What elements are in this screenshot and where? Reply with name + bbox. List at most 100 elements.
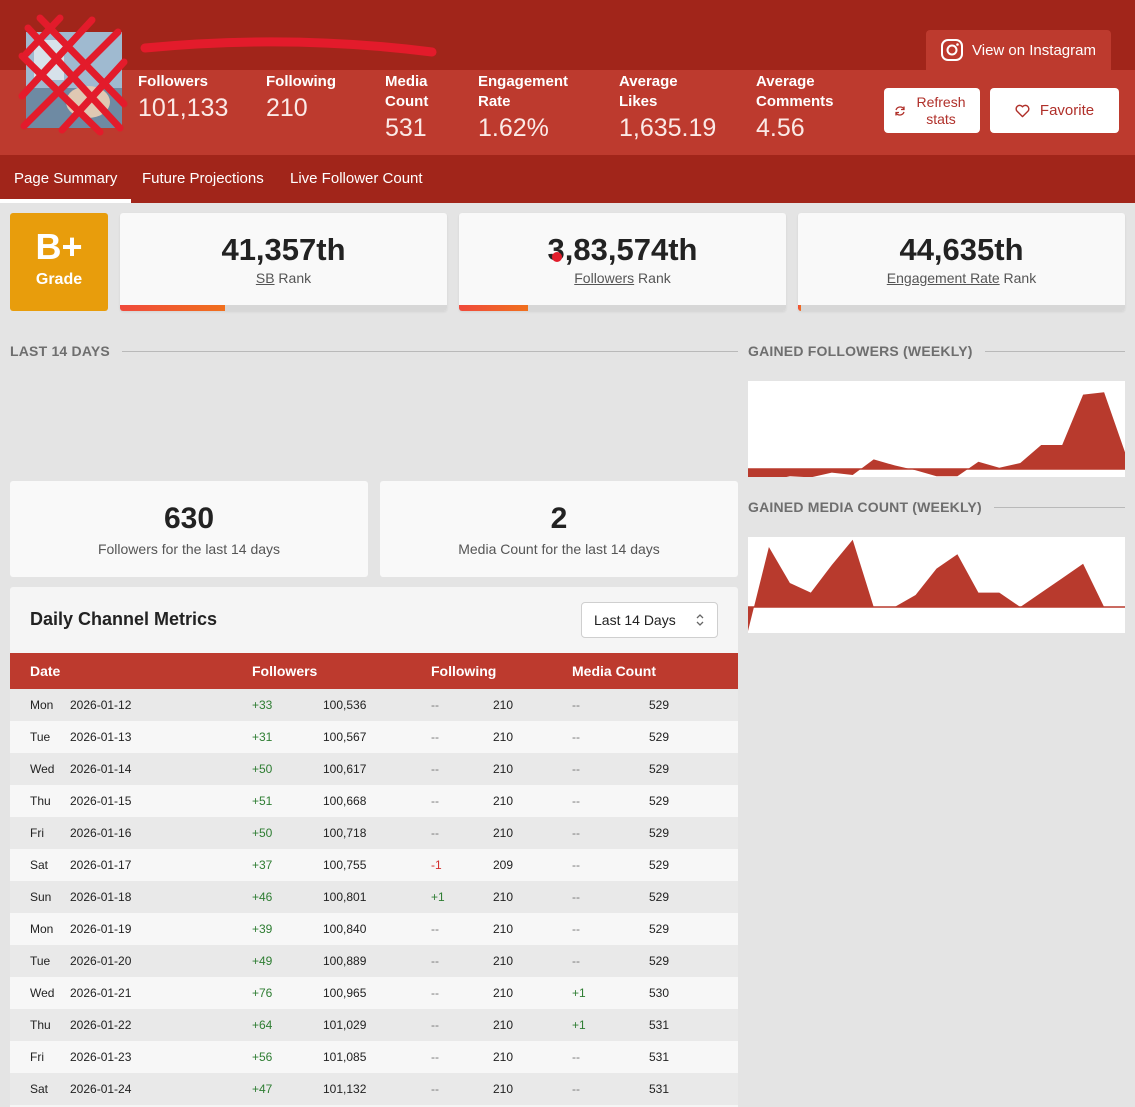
favorite-button[interactable]: Favorite xyxy=(990,88,1119,133)
gained-media-chart xyxy=(748,537,1125,633)
cell-following: 210 xyxy=(493,954,514,968)
cell-media-count: 530 xyxy=(649,986,670,1000)
table-row: Thu 2026-01-15 +51 100,668 -- 210 -- 529 xyxy=(10,785,738,817)
cell-media-delta: -- xyxy=(572,794,580,808)
rank-progress-fill xyxy=(120,305,225,311)
section-title-text: LAST 14 DAYS xyxy=(10,343,110,359)
cell-following-delta: -- xyxy=(431,698,439,712)
stat-label: Media Count xyxy=(385,73,429,110)
table-row: Wed 2026-01-14 +50 100,617 -- 210 -- 529 xyxy=(10,753,738,785)
cell-following-delta: -- xyxy=(431,986,439,1000)
cell-day: Tue xyxy=(30,954,51,968)
cell-date: 2026-01-13 xyxy=(70,730,132,744)
instagram-icon xyxy=(941,39,963,61)
stat-label: Following xyxy=(266,73,336,90)
cell-date: 2026-01-14 xyxy=(70,762,132,776)
summary-card-followers: 630 Followers for the last 14 days xyxy=(10,481,368,577)
cell-followers: 100,840 xyxy=(323,922,367,936)
table-title: Daily Channel Metrics xyxy=(30,609,218,629)
cell-date: 2026-01-23 xyxy=(70,1050,132,1064)
rank-label-link[interactable]: SB xyxy=(255,270,275,286)
table-row: Tue 2026-01-20 +49 100,889 -- 210 -- 529 xyxy=(10,945,738,977)
refresh-stats-label: Refresh stats xyxy=(916,93,966,127)
cell-following-delta: -- xyxy=(431,794,439,808)
cell-day: Thu xyxy=(30,794,51,808)
cell-followers: 100,668 xyxy=(323,794,367,808)
cell-media-delta: -- xyxy=(572,1050,580,1064)
section-divider xyxy=(993,506,1125,508)
cell-media-count: 529 xyxy=(649,730,670,744)
cell-media-count: 529 xyxy=(649,826,670,840)
cell-date: 2026-01-16 xyxy=(70,826,132,840)
cell-day: Fri xyxy=(30,826,44,840)
cell-media-delta: +1 xyxy=(572,1018,586,1032)
cell-date: 2026-01-18 xyxy=(70,890,132,904)
cell-media-count: 531 xyxy=(649,1050,670,1064)
cell-following-delta: -- xyxy=(431,730,439,744)
view-on-instagram-button[interactable]: View on Instagram xyxy=(926,30,1111,70)
stat-label: Engagement Rate xyxy=(478,73,569,110)
chart-area-series xyxy=(748,539,1125,631)
cell-following: 210 xyxy=(493,1018,514,1032)
cell-followers-delta: +46 xyxy=(252,890,273,904)
rank-card-engagement-rate: 44,635th Engagement Rate Rank xyxy=(798,213,1125,311)
cell-media-count: 529 xyxy=(649,794,670,808)
cell-media-count: 529 xyxy=(649,698,670,712)
cell-followers-delta: +31 xyxy=(252,730,273,744)
cell-media-delta: +1 xyxy=(572,986,586,1000)
cell-following-delta: +1 xyxy=(431,890,445,904)
cell-date: 2026-01-12 xyxy=(70,698,132,712)
grade-card: B+ Grade xyxy=(10,213,108,311)
section-divider xyxy=(984,350,1125,352)
tab-page-summary[interactable]: Page Summary xyxy=(0,155,132,203)
cell-followers-delta: +50 xyxy=(252,826,273,840)
cell-followers: 100,965 xyxy=(323,986,367,1000)
gained-followers-chart-svg xyxy=(748,392,1125,477)
section-gained-followers: GAINED FOLLOWERS (WEEKLY) xyxy=(748,343,1125,359)
rank-progress-bar xyxy=(798,305,1125,311)
cell-followers: 100,801 xyxy=(323,890,367,904)
table-body: Mon 2026-01-12 +33 100,536 -- 210 -- 529 Tue 2026… xyxy=(10,689,738,1105)
cell-following-delta: -- xyxy=(431,1082,439,1096)
table-row: Sat 2026-01-17 +37 100,755 -1 209 -- 529 xyxy=(10,849,738,881)
rank-label-link[interactable]: Engagement Rate xyxy=(886,270,1000,286)
rank-progress-bar xyxy=(120,305,447,311)
cell-media-count: 529 xyxy=(649,762,670,776)
cell-day: Mon xyxy=(30,698,54,712)
section-divider xyxy=(121,350,738,352)
cell-date: 2026-01-20 xyxy=(70,954,132,968)
section-last-14-days: LAST 14 DAYS xyxy=(10,343,738,359)
stat-media-count: Media Count 531 xyxy=(385,72,445,144)
tab-future-projections[interactable]: Future Projections xyxy=(142,170,264,187)
rank-value: 41,357th xyxy=(221,232,346,267)
rank-label-link[interactable]: Followers xyxy=(574,270,635,286)
cell-following: 210 xyxy=(493,922,514,936)
rank-card-sb: 41,357th SB Rank xyxy=(120,213,447,311)
cell-following: 210 xyxy=(493,986,514,1000)
tab-bar: Page Summary Future Projections Live Fol… xyxy=(0,155,1135,203)
cell-day: Wed xyxy=(30,762,55,776)
view-on-instagram-label: View on Instagram xyxy=(972,41,1096,59)
cell-media-delta: -- xyxy=(572,826,580,840)
cell-followers-delta: +49 xyxy=(252,954,273,968)
redaction-scribble xyxy=(18,14,437,136)
grade-label: Grade xyxy=(35,271,83,288)
cell-followers: 101,085 xyxy=(323,1050,367,1064)
tab-live-follower-count[interactable]: Live Follower Count xyxy=(290,170,423,187)
table-row: Thu 2026-01-22 +64 101,029 -- 210 +1 531 xyxy=(10,1009,738,1041)
table-row: Wed 2026-01-21 +76 100,965 -- 210 +1 530 xyxy=(10,977,738,1009)
stat-following: Following 210 xyxy=(266,72,336,124)
gained-media-chart-svg xyxy=(748,539,1125,632)
cell-following: 210 xyxy=(493,826,514,840)
cell-media-delta: -- xyxy=(572,890,580,904)
stat-value: 210 xyxy=(266,94,308,122)
cell-media-count: 529 xyxy=(649,890,670,904)
cell-following-delta: -- xyxy=(431,1050,439,1064)
heart-icon xyxy=(1015,104,1030,117)
section-title-text: GAINED FOLLOWERS (WEEKLY) xyxy=(748,343,973,359)
cell-media-count: 531 xyxy=(649,1082,670,1096)
refresh-stats-button[interactable]: Refresh stats xyxy=(884,88,980,133)
cell-media-delta: -- xyxy=(572,858,580,872)
date-range-select[interactable]: Last 14 Days xyxy=(581,602,718,638)
cell-followers-delta: +39 xyxy=(252,922,273,936)
